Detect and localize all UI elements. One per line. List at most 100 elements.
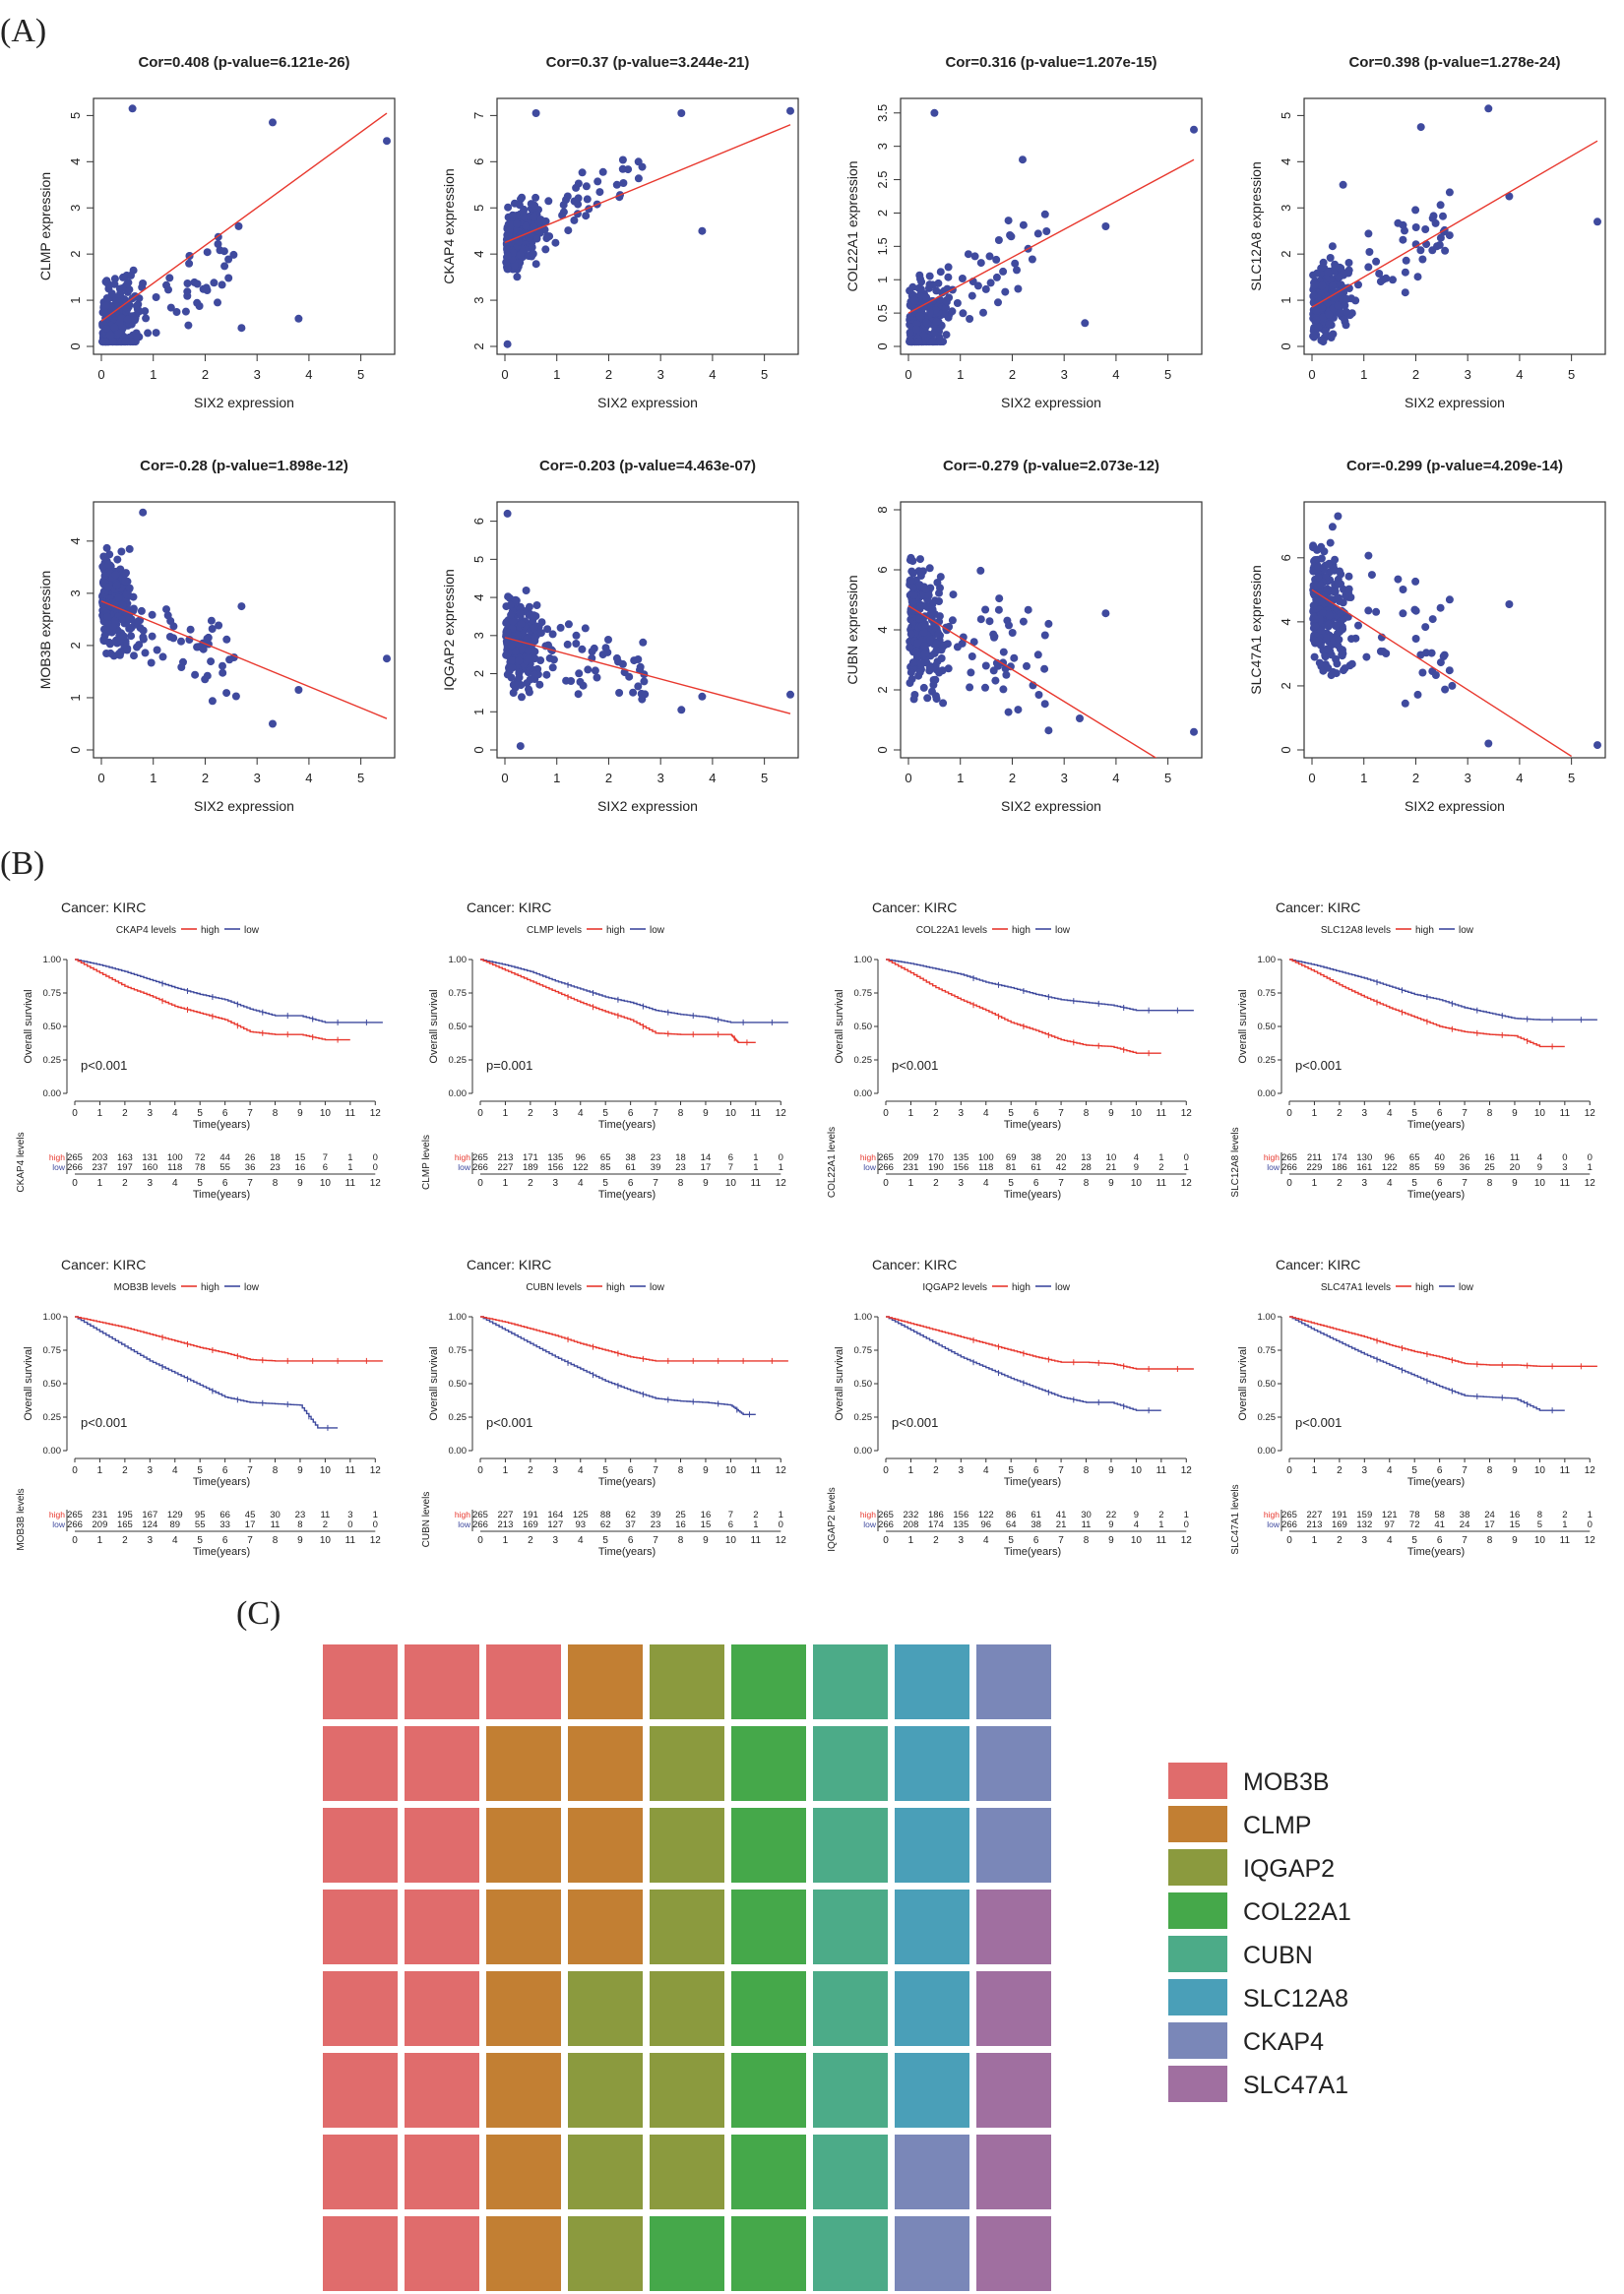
- data-point: [1024, 605, 1032, 614]
- data-point: [530, 222, 538, 231]
- data-point: [619, 179, 628, 187]
- x-tick-label: 2: [1412, 367, 1419, 382]
- x-tick-label: 7: [1058, 1108, 1064, 1119]
- y-axis-label: COL22A1 expression: [844, 160, 860, 291]
- y-tick-label: 1: [68, 694, 83, 701]
- risk-table-label: IQGAP2 levels: [827, 1487, 838, 1552]
- risk-x-tick-label: 3: [553, 1178, 559, 1189]
- x-tick-label: 1: [503, 1108, 509, 1119]
- x-tick-label: 12: [776, 1465, 787, 1476]
- data-point: [932, 647, 941, 655]
- risk-x-tick-label: 10: [1131, 1535, 1143, 1546]
- waffle-cell-slc12a8: [895, 1890, 969, 1964]
- data-point: [1421, 623, 1430, 632]
- risk-count-low: 81: [1006, 1162, 1017, 1173]
- data-point: [542, 670, 551, 679]
- data-point: [916, 275, 924, 283]
- risk-count-low: 208: [904, 1519, 919, 1530]
- x-tick-label: 6: [222, 1465, 228, 1476]
- x-tick-label: 7: [247, 1108, 253, 1119]
- x-tick-label: 2: [122, 1108, 128, 1119]
- data-point: [531, 260, 540, 269]
- legend-label-low: low: [1459, 1282, 1474, 1293]
- legend-label-high: high: [201, 1282, 219, 1293]
- data-point: [920, 642, 929, 651]
- data-point: [118, 284, 127, 292]
- x-tick-label: 11: [345, 1465, 356, 1476]
- data-point: [1336, 567, 1343, 576]
- data-point: [139, 279, 148, 287]
- scatter-title: Cor=-0.203 (p-value=4.463e-07): [539, 458, 756, 474]
- x-tick-label: 5: [197, 1108, 203, 1119]
- risk-x-tick-label: 10: [320, 1535, 332, 1546]
- risk-x-tick-label: 0: [72, 1178, 78, 1189]
- risk-count-low: 160: [142, 1162, 157, 1173]
- y-tick-label: 0.00: [43, 1446, 62, 1457]
- risk-x-tick-label: 11: [1560, 1535, 1571, 1546]
- data-point: [1436, 603, 1445, 612]
- risk-x-tick-label: 6: [628, 1178, 634, 1189]
- risk-count-low: 135: [953, 1519, 968, 1530]
- waffle-cell-col22a1: [731, 1890, 806, 1964]
- data-point: [1372, 607, 1381, 616]
- y-tick-label: 1: [1279, 296, 1293, 303]
- data-point: [117, 547, 126, 556]
- x-axis-label: SIX2 expression: [597, 798, 698, 814]
- risk-x-tick-label: 12: [1585, 1535, 1596, 1546]
- data-point: [578, 168, 587, 177]
- data-point: [199, 645, 208, 653]
- data-point: [914, 283, 923, 292]
- risk-count-low: 266: [472, 1162, 488, 1173]
- plot-frame: [1303, 97, 1606, 355]
- legend-label: COL22A1: [1243, 1898, 1351, 1926]
- x-tick-label: 4: [305, 367, 312, 382]
- risk-count-low: 17: [245, 1519, 256, 1530]
- data-point: [907, 675, 916, 684]
- risk-x-tick-label: 12: [1585, 1178, 1596, 1189]
- y-tick-label: 1: [875, 277, 890, 283]
- y-tick-label: 0.00: [854, 1088, 873, 1099]
- data-point: [559, 208, 568, 217]
- risk-x-tick-label: 3: [553, 1535, 559, 1546]
- data-point: [1372, 257, 1381, 266]
- risk-x-tick-label: 9: [703, 1178, 709, 1189]
- data-point: [134, 617, 143, 626]
- data-point: [1044, 619, 1053, 628]
- risk-count-low: 156: [547, 1162, 563, 1173]
- data-point: [1314, 563, 1323, 571]
- data-point: [113, 297, 122, 306]
- risk-count-low: 266: [1281, 1519, 1297, 1530]
- data-point: [953, 299, 962, 307]
- risk-x-tick-label: 3: [959, 1178, 965, 1189]
- data-point: [1319, 258, 1328, 267]
- risk-count-low: 11: [271, 1519, 281, 1530]
- panel-label-b: (B): [0, 845, 44, 882]
- data-point: [169, 622, 178, 631]
- waffle-cell-clmp: [486, 2135, 561, 2209]
- data-point: [1033, 651, 1042, 659]
- data-point: [1328, 523, 1337, 531]
- y-tick-label: 3: [68, 205, 83, 212]
- data-point: [513, 219, 521, 228]
- data-point: [634, 174, 643, 183]
- data-point: [572, 631, 581, 640]
- data-point: [1413, 690, 1422, 699]
- data-point: [234, 221, 243, 230]
- scatter-title: Cor=0.316 (p-value=1.207e-15): [945, 54, 1156, 71]
- data-point: [629, 688, 638, 697]
- risk-x-tick-label: 12: [776, 1535, 787, 1546]
- x-tick-label: 0: [905, 771, 911, 785]
- waffle-cell-clmp: [486, 2216, 561, 2291]
- data-point: [121, 338, 130, 346]
- data-point: [922, 293, 931, 302]
- data-point: [504, 251, 513, 260]
- y-tick-label: 0.00: [449, 1446, 468, 1457]
- risk-count-low: 0: [347, 1519, 352, 1530]
- data-point: [932, 317, 941, 326]
- risk-x-tick-label: 9: [1108, 1178, 1114, 1189]
- x-tick-label: 0: [97, 771, 104, 785]
- x-tick-label: 5: [1568, 771, 1575, 785]
- data-point: [1436, 201, 1445, 210]
- y-tick-label: 4: [68, 158, 83, 165]
- data-point: [1010, 653, 1019, 662]
